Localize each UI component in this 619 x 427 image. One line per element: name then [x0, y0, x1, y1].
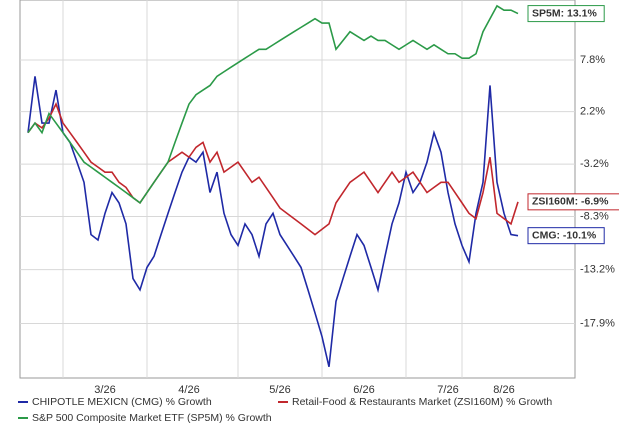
x-tick-label: 7/26 [437, 384, 458, 396]
series-line [27, 4, 519, 205]
plot-area [19, 0, 576, 379]
x-tick-label: 6/26 [353, 384, 374, 396]
y-tick-label: -3.2% [580, 158, 609, 170]
legend-label: CHIPOTLE MEXICN (CMG) % Growth [32, 396, 212, 408]
end-label: ZSI160M: -6.9% [527, 193, 619, 211]
end-label: SP5M: 13.1% [527, 5, 605, 23]
y-tick-label: 7.8% [580, 54, 605, 66]
x-tick-label: 4/26 [178, 384, 199, 396]
y-tick-label: -17.9% [580, 317, 615, 329]
legend-label: S&P 500 Composite Market ETF (SP5M) % Gr… [32, 412, 272, 424]
y-tick-label: -8.3% [580, 210, 609, 222]
x-tick-label: 3/26 [94, 384, 115, 396]
end-label-box [527, 193, 619, 211]
y-tick-label: 2.2% [580, 106, 605, 118]
end-label-text: SP5M: 13.1% [532, 7, 597, 19]
end-label-box [527, 5, 605, 23]
end-label-text: CMG: -10.1% [532, 229, 597, 241]
y-tick-label: -13.2% [580, 264, 615, 276]
x-tick-label: 8/26 [493, 384, 514, 396]
end-label-box [527, 227, 605, 245]
end-label-text: ZSI160M: -6.9% [532, 196, 609, 208]
x-tick-label: 5/26 [269, 384, 290, 396]
legend-label: Retail-Food & Restaurants Market (ZSI160… [292, 396, 552, 408]
series-line [27, 76, 519, 368]
series-line [27, 102, 519, 236]
end-label: CMG: -10.1% [527, 227, 605, 245]
